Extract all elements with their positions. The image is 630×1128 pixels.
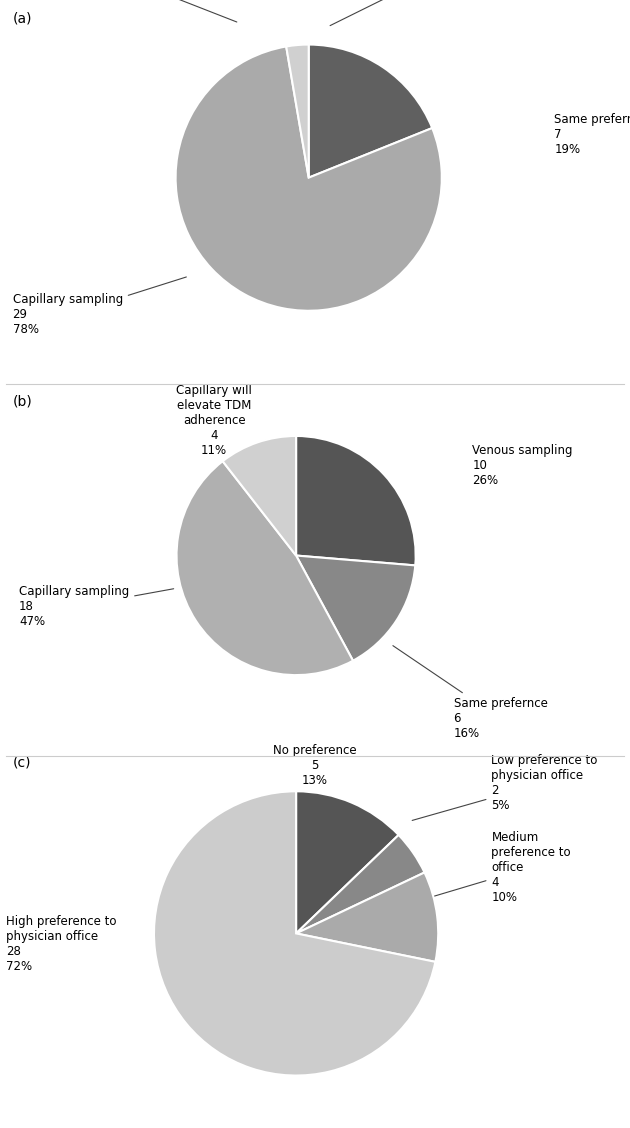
Wedge shape — [222, 435, 296, 555]
Wedge shape — [176, 46, 442, 310]
Wedge shape — [296, 435, 416, 565]
Text: Same prefernce
6
16%: Same prefernce 6 16% — [393, 645, 547, 740]
Wedge shape — [296, 835, 425, 934]
Text: Venous sampling
10
26%: Venous sampling 10 26% — [472, 444, 573, 487]
Wedge shape — [286, 45, 309, 178]
Wedge shape — [296, 792, 399, 934]
Wedge shape — [296, 555, 415, 661]
Text: Same prefernce
7
19%: Same prefernce 7 19% — [554, 113, 630, 156]
Text: Capillary sampling
18
47%: Capillary sampling 18 47% — [19, 585, 174, 628]
Text: (b): (b) — [13, 395, 32, 408]
Text: Venous sampling
0
0%: Venous sampling 0 0% — [330, 0, 491, 26]
Wedge shape — [309, 45, 432, 178]
Text: Capillary will
elevate TDM
adherence
4
11%: Capillary will elevate TDM adherence 4 1… — [176, 384, 252, 457]
Text: Capillary sampling
is allways better
1
3%: Capillary sampling is allways better 1 3… — [32, 0, 237, 23]
Wedge shape — [154, 792, 435, 1075]
Text: (a): (a) — [13, 11, 32, 26]
Text: High preference to
physician office
28
72%: High preference to physician office 28 7… — [6, 915, 117, 973]
Text: No preference
5
13%: No preference 5 13% — [273, 744, 357, 787]
Text: (c): (c) — [13, 756, 31, 770]
Wedge shape — [176, 461, 353, 675]
Wedge shape — [296, 872, 438, 962]
Text: Capillary sampling
29
78%: Capillary sampling 29 78% — [13, 277, 186, 336]
Text: Low preference to
physician office
2
5%: Low preference to physician office 2 5% — [412, 754, 598, 820]
Text: Medium
preference to
office
4
10%: Medium preference to office 4 10% — [431, 830, 571, 904]
